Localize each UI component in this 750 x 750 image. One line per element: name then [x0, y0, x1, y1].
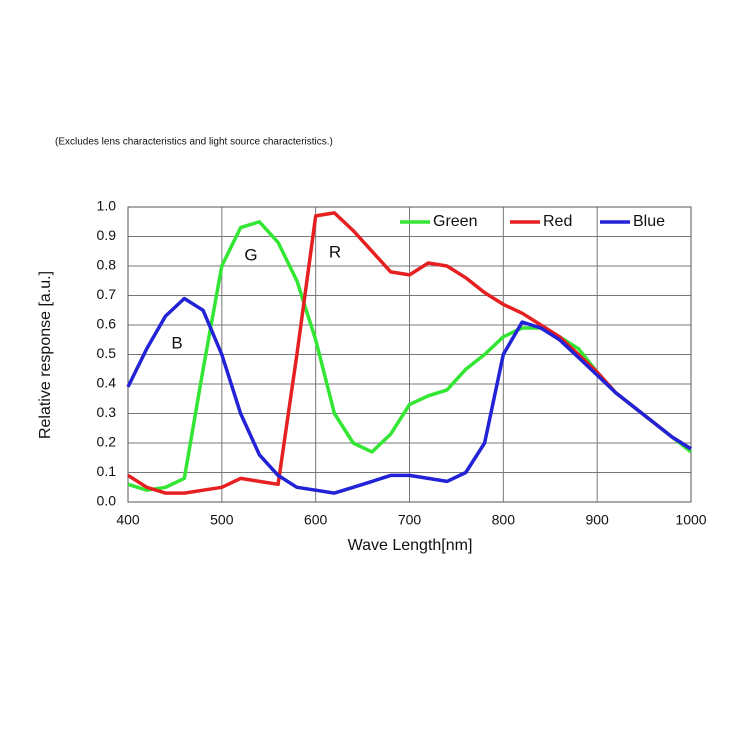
y-tick-label: 0.1: [97, 463, 117, 479]
legend-label: Green: [433, 213, 477, 230]
x-tick-label: 900: [585, 512, 609, 528]
y-tick-label: 0.5: [97, 345, 117, 361]
y-tick-label: 0.8: [97, 257, 117, 273]
x-tick-label: 800: [492, 512, 516, 528]
annotation: G: [244, 245, 257, 264]
y-tick-label: 0.6: [97, 316, 117, 332]
legend-label: Red: [543, 213, 572, 230]
y-tick-label: 0.9: [97, 227, 117, 243]
y-tick-label: 0.2: [97, 434, 117, 450]
x-tick-label: 600: [304, 512, 328, 528]
y-tick-label: 0.4: [97, 375, 117, 391]
plot-frame: [127, 206, 692, 503]
chart-subtitle: (Excludes lens characteristics and light…: [55, 137, 333, 148]
annotation: R: [329, 242, 341, 261]
x-tick-label: 400: [116, 512, 140, 528]
y-tick-label: 1.0: [97, 198, 117, 214]
y-tick-label: 0.7: [97, 286, 117, 302]
x-tick-label: 1000: [675, 512, 706, 528]
x-axis-label: Wave Length[nm]: [348, 537, 473, 554]
data-line: [127, 211, 692, 495]
y-tick-label: 0.0: [97, 493, 117, 509]
annotation: B: [171, 333, 182, 352]
x-tick-label: 700: [398, 512, 422, 528]
y-tick-label: 0.3: [97, 404, 117, 420]
data-line: [126, 296, 692, 495]
legend-label: Blue: [633, 213, 665, 230]
x-tick-label: 500: [210, 512, 234, 528]
y-axis-label: Relative response [a.u.]: [37, 271, 54, 439]
